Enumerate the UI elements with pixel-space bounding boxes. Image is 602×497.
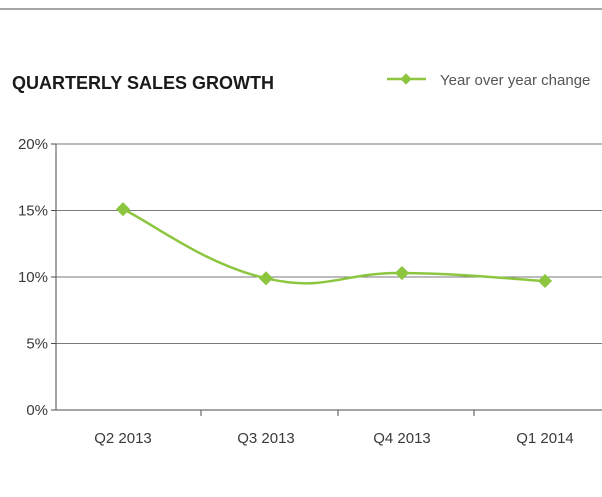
legend-marker bbox=[400, 73, 412, 85]
legend-label: Year over year change bbox=[440, 72, 590, 89]
y-tick-label: 10% bbox=[18, 269, 48, 286]
x-tick-label: Q3 2013 bbox=[237, 430, 295, 447]
x-tick-label: Q4 2013 bbox=[373, 430, 431, 447]
grid bbox=[56, 143, 602, 411]
y-tick-label: 0% bbox=[26, 402, 48, 419]
x-tick-label: Q2 2013 bbox=[94, 430, 152, 447]
y-tick-label: 20% bbox=[18, 136, 48, 153]
y-tick-label: 5% bbox=[26, 336, 48, 353]
series-line bbox=[122, 208, 546, 285]
chart-title: QUARTERLY SALES GROWTH bbox=[12, 73, 274, 93]
x-tick-label: Q1 2014 bbox=[516, 430, 574, 447]
data-point-marker bbox=[115, 202, 131, 217]
series bbox=[115, 202, 553, 289]
y-tick-label: 15% bbox=[18, 203, 48, 220]
data-point-marker bbox=[394, 265, 410, 281]
data-point-marker bbox=[537, 273, 553, 289]
data-point-marker bbox=[258, 271, 274, 286]
axes: 0% 5% 10% 15% 20% Q2 2013 Q3 2013 Q4 2013 Q1 201… bbox=[18, 136, 574, 447]
legend: Year over year change bbox=[387, 72, 590, 89]
